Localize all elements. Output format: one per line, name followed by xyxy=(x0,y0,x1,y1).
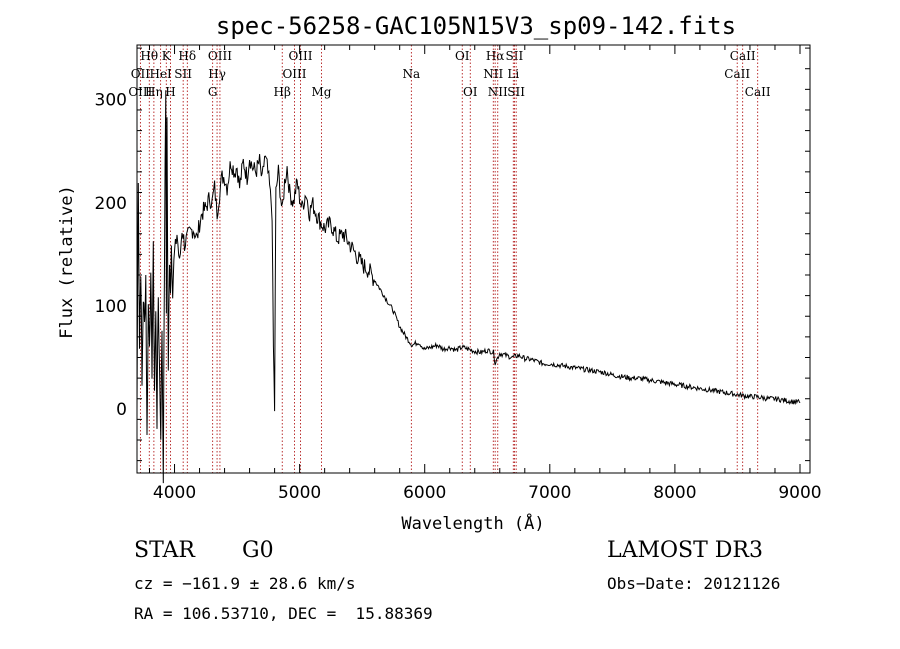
spectrum-line xyxy=(136,90,801,484)
y-axis: 0 100 200 300 xyxy=(95,47,810,462)
survey-name: LAMOST DR3 xyxy=(607,538,763,563)
x-tick-label: 4000 xyxy=(153,483,196,503)
line-label-27: CaII xyxy=(745,85,771,99)
x-tick-label: 7000 xyxy=(528,483,571,503)
line-label-2: OIII xyxy=(128,85,152,99)
coordinates: RA = 106.53710, DEC = 15.88369 xyxy=(134,604,433,623)
line-label-7: H xyxy=(165,85,175,99)
x-tick-label: 5000 xyxy=(278,483,321,503)
line-label-15: Mg xyxy=(312,85,332,99)
redshift-value: cz = −161.9 ± 28.6 km/s xyxy=(134,574,356,593)
x-axis: 4000 5000 6000 7000 8000 9000 xyxy=(149,45,822,503)
line-label-16: Na xyxy=(403,67,421,81)
line-label-4: HeI xyxy=(149,67,172,81)
line-label-12: Hβ xyxy=(274,85,291,99)
line-label-21: NII xyxy=(488,85,508,99)
line-label-0: Hθ xyxy=(140,49,158,63)
line-label-8: Hδ xyxy=(178,49,196,63)
line-label-3: Hη xyxy=(145,85,163,99)
y-axis-label: Flux (relative) xyxy=(57,185,77,339)
line-label-19: Hα xyxy=(486,49,505,63)
line-label-17: OI xyxy=(455,49,470,63)
y-tick-label: 300 xyxy=(95,91,127,111)
y-tick-label: 100 xyxy=(95,297,127,317)
y-tick-label: 0 xyxy=(116,400,127,420)
line-label-22: SII xyxy=(506,49,524,63)
spectrum-layer xyxy=(136,90,801,484)
x-tick-label: 8000 xyxy=(653,483,696,503)
y-tick-label: 200 xyxy=(95,194,127,214)
line-label-9: OIII xyxy=(208,49,232,63)
line-label-6: SII xyxy=(174,67,192,81)
line-label-18: OI xyxy=(463,85,478,99)
line-label-10: Hγ xyxy=(208,67,226,81)
line-label-25: CaII xyxy=(730,49,756,63)
line-label-23: Li xyxy=(507,67,519,81)
line-label-1: OII xyxy=(131,67,151,81)
plot-frame xyxy=(136,44,811,474)
line-label-11: G xyxy=(208,85,218,99)
line-label-13: OIII xyxy=(288,49,312,63)
line-label-14: OIII xyxy=(282,67,306,81)
object-class: STAR xyxy=(134,538,195,563)
x-tick-label: 6000 xyxy=(403,483,446,503)
x-tick-label: 9000 xyxy=(778,483,821,503)
line-label-26: CaII xyxy=(724,67,750,81)
line-label-24: SII xyxy=(507,85,525,99)
line-label-20: NII xyxy=(483,67,503,81)
object-subclass: G0 xyxy=(242,538,274,563)
spectrum-chart: spec-56258-GAC105N15V3_sp09-142.fits Hθ O… xyxy=(57,12,822,534)
x-axis-label: Wavelength (Å) xyxy=(401,512,544,534)
chart-title: spec-56258-GAC105N15V3_sp09-142.fits xyxy=(216,12,736,40)
line-label-5: K xyxy=(162,49,172,63)
observation-date: Obs−Date: 20121126 xyxy=(607,574,781,593)
